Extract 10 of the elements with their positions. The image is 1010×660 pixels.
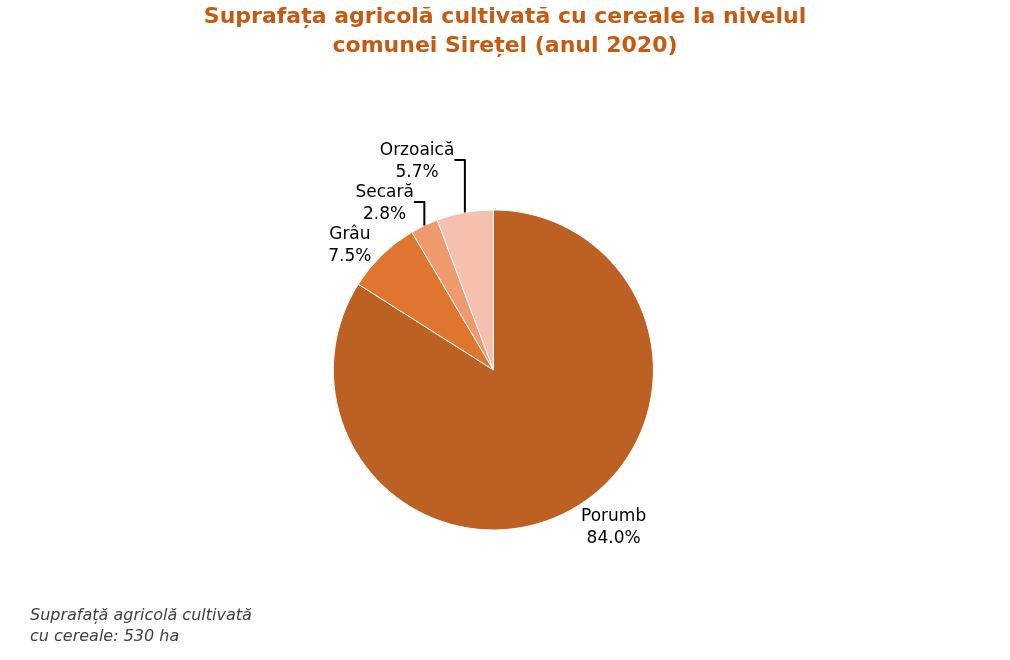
text: Suprafață agricolă cultivată cu cereale: 530 ha: [30, 605, 252, 645]
data-label: 84.0%: [586, 527, 641, 548]
slice-label: Orzoaică: [379, 138, 455, 159]
slice-label: Secară: [355, 180, 414, 201]
data-label: 7.5%: [328, 245, 372, 266]
chart-title: Suprafața agricolă cultivată cu cereale la nivelul comunei Sirețel (anul 2020): [203, 3, 807, 58]
slice-label: Porumb: [581, 505, 647, 526]
data-label: 2.8%: [362, 203, 407, 224]
slice-label: Grâu: [329, 223, 371, 244]
data-label: 5.7%: [395, 160, 439, 181]
